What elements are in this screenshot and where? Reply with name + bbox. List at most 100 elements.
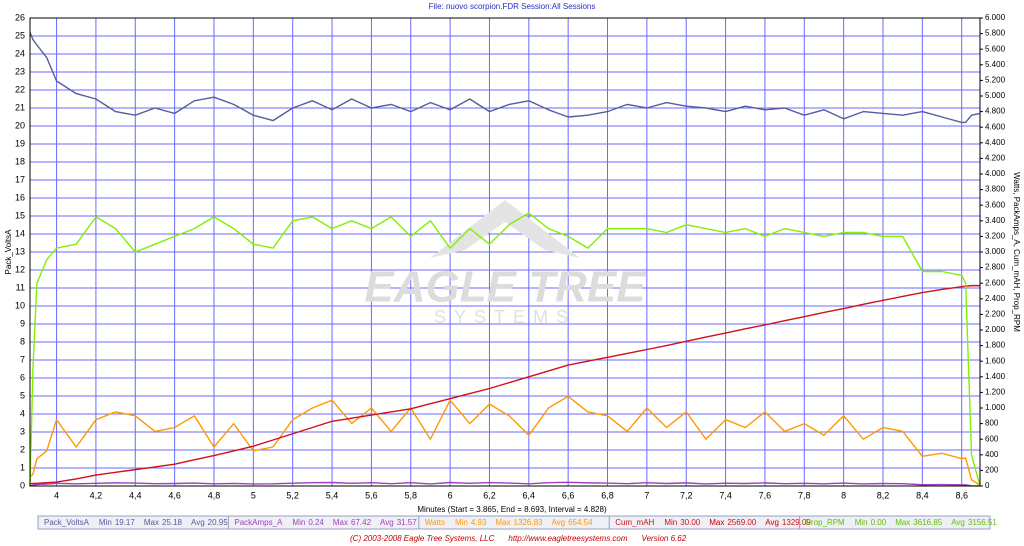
y-tick-label: 21 <box>15 102 25 112</box>
stats-text: 25.18 <box>162 518 183 527</box>
series-line <box>29 32 981 124</box>
y-tick-label: 12 <box>15 264 25 274</box>
stats-bar <box>37 515 991 530</box>
stats-text: 0.00 <box>871 518 887 527</box>
x-tick-label: 8,4 <box>916 490 929 500</box>
stats-text: Cum_mAH <box>615 518 654 527</box>
y-tick-label: 13 <box>15 246 25 256</box>
series-line <box>29 212 981 487</box>
y-tick-label: 17 <box>15 174 25 184</box>
x-tick-label: 4 <box>54 490 59 500</box>
y2-tick-label: 2.800 <box>985 263 1006 272</box>
x-tick-label: 7,6 <box>759 490 772 500</box>
y2-tick-label: 6.000 <box>985 13 1006 22</box>
stats-text: 1326.83 <box>514 518 543 527</box>
x-tick-label: 6,6 <box>562 490 575 500</box>
y-tick-label: 16 <box>15 192 25 202</box>
y2-tick-label: 5.400 <box>985 60 1006 69</box>
y2-tick-label: 5.600 <box>985 44 1006 53</box>
y2-tick-label: 1.600 <box>985 356 1006 365</box>
x-tick-label: 7,4 <box>719 490 732 500</box>
stats-text: 20.95 <box>208 518 229 527</box>
y-tick-label: 15 <box>15 210 25 220</box>
stats-text: Avg <box>380 518 394 527</box>
stats-text: 654.54 <box>568 518 593 527</box>
stats-text: Avg <box>951 518 965 527</box>
x-tick-label: 4,6 <box>168 490 181 500</box>
x-tick-label: 6,4 <box>523 490 536 500</box>
y2-tick-label: 4.200 <box>985 154 1006 163</box>
y-tick-label: 25 <box>15 30 25 40</box>
stats-text: Max <box>895 518 910 527</box>
x-tick-label: 5 <box>251 490 256 500</box>
y-axis-label: Pack_VoltsA <box>4 229 13 275</box>
y2-tick-label: 3.600 <box>985 200 1006 209</box>
stats-text: Max <box>709 518 724 527</box>
series-line <box>29 284 980 485</box>
y2-tick-label: 5.200 <box>985 76 1006 85</box>
y-tick-label: 14 <box>15 228 25 238</box>
watermark-logo <box>430 200 580 258</box>
plot-border <box>29 17 981 487</box>
y2-tick-label: 5.800 <box>985 29 1006 38</box>
x-tick-label: 6,8 <box>601 490 614 500</box>
stats-text: Min <box>664 518 677 527</box>
stats-text: 1329.09 <box>782 518 811 527</box>
y-tick-label: 3 <box>20 426 25 436</box>
y-tick-label: 9 <box>20 318 25 328</box>
y2-tick-label: 1.800 <box>985 341 1006 350</box>
y2-tick-label: 1.000 <box>985 403 1006 412</box>
stats-text: 19.17 <box>115 518 136 527</box>
x-tick-label: 6 <box>448 490 453 500</box>
y2-tick-label: 4.000 <box>985 169 1006 178</box>
stats-text: 30.00 <box>680 518 701 527</box>
y-tick-label: 23 <box>15 66 25 76</box>
y2-tick-label: 1.200 <box>985 388 1006 397</box>
stats-text: PackAmps_A <box>234 518 283 527</box>
y2-tick-label: 600 <box>985 434 999 443</box>
y2-tick-label: 3.400 <box>985 216 1006 225</box>
stats-text: Min <box>855 518 868 527</box>
x-tick-label: 4,2 <box>90 490 103 500</box>
footer-url: http://www.eagletreesystems.com <box>508 534 627 543</box>
y-tick-label: 8 <box>20 336 25 346</box>
y2-tick-label: 200 <box>985 466 999 475</box>
watermark-text: EAGLE TREE <box>364 263 647 312</box>
y-tick-label: 18 <box>15 156 25 166</box>
x-tick-label: 5,8 <box>404 490 417 500</box>
stats-text: Max <box>333 518 348 527</box>
stats-text: Max <box>495 518 510 527</box>
y-tick-label: 4 <box>20 408 25 418</box>
y2-tick-label: 0 <box>985 481 990 490</box>
y-tick-label: 26 <box>15 12 25 22</box>
y-tick-label: 2 <box>20 444 25 454</box>
y2-tick-label: 4.600 <box>985 122 1006 131</box>
y2-tick-label: 1.400 <box>985 372 1006 381</box>
stats-text: Avg <box>765 518 779 527</box>
y-tick-label: 10 <box>15 300 25 310</box>
stats-text: 3156.51 <box>968 518 997 527</box>
y-tick-label: 7 <box>20 354 25 364</box>
y-tick-label: 5 <box>20 390 25 400</box>
y-tick-label: 6 <box>20 372 25 382</box>
series-line <box>29 395 981 486</box>
watermark: EAGLE TREE SYSTEMS <box>364 200 647 327</box>
y2-tick-label: 2.600 <box>985 278 1006 287</box>
y2-tick-label: 3.000 <box>985 247 1006 256</box>
y2-axis-label: Watts, PackAmps_A, Cum_mAH, Prop_RPM <box>1012 172 1021 332</box>
stats-text: 31.57 <box>397 518 418 527</box>
x-tick-label: 5,2 <box>286 490 299 500</box>
x-tick-label: 7 <box>644 490 649 500</box>
stats-text: 3616.85 <box>913 518 942 527</box>
stats-text: Min <box>292 518 305 527</box>
y-tick-label: 20 <box>15 120 25 130</box>
x-tick-label: 6,2 <box>483 490 496 500</box>
stats-text: Watts <box>425 518 445 527</box>
x-tick-label: 4,4 <box>129 490 142 500</box>
footer-version: Version 6.62 <box>642 534 687 543</box>
y2-tick-label: 4.400 <box>985 138 1006 147</box>
stats-text: Min <box>455 518 468 527</box>
x-tick-label: 8,6 <box>955 490 968 500</box>
y-tick-label: 24 <box>15 48 25 58</box>
